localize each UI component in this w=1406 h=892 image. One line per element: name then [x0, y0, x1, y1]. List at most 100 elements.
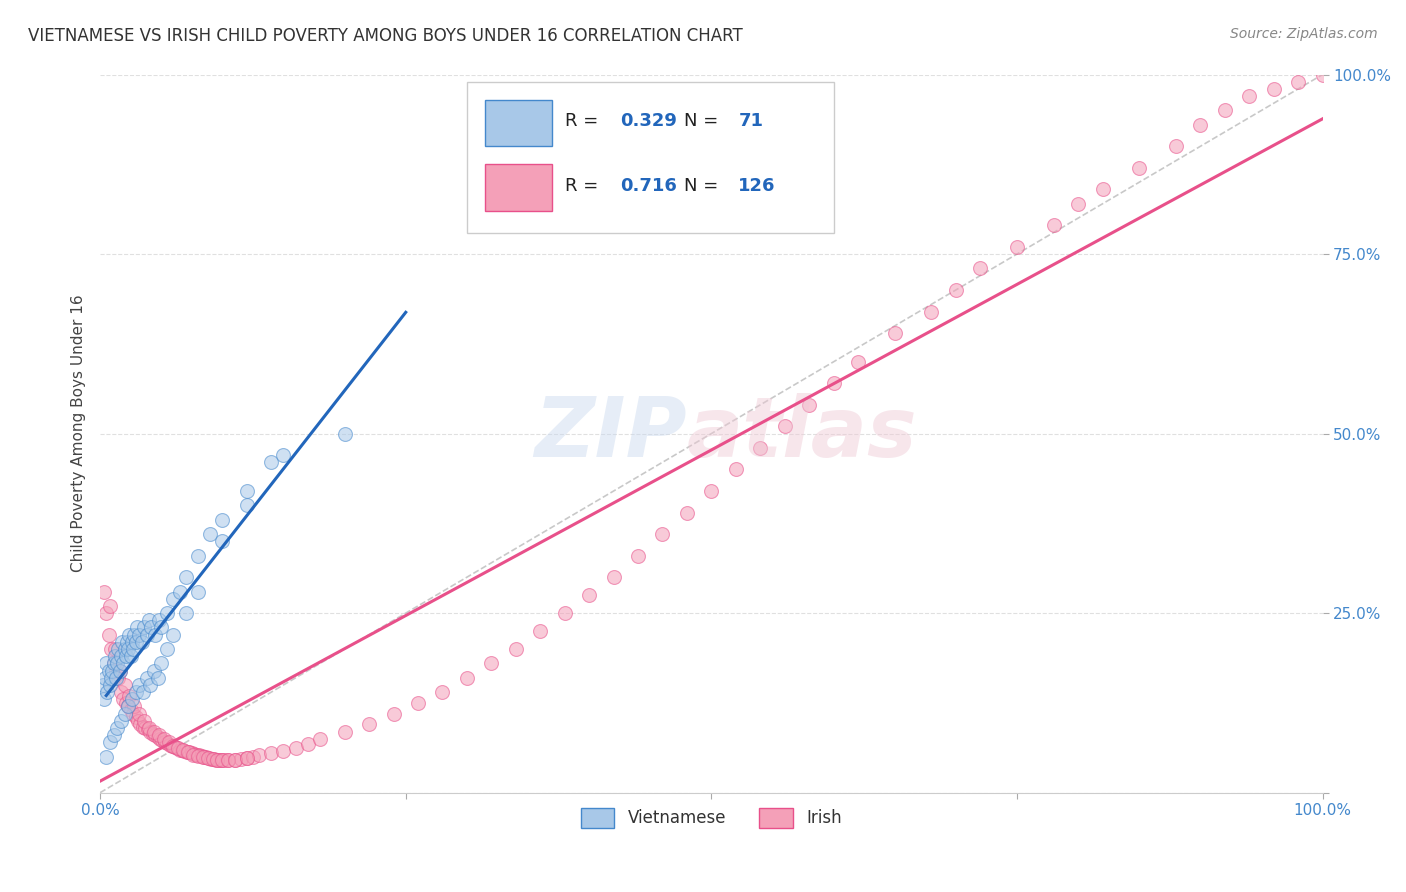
Point — [1213, 103, 1236, 118]
Point — [124, 635, 146, 649]
Point — [195, 750, 218, 764]
Point — [142, 727, 165, 741]
Point — [156, 606, 179, 620]
Point — [749, 441, 772, 455]
Point — [273, 744, 295, 758]
Point — [724, 462, 747, 476]
FancyBboxPatch shape — [485, 100, 553, 146]
Point — [1239, 89, 1261, 103]
Point — [382, 706, 405, 721]
Point — [159, 738, 181, 752]
Point — [578, 588, 600, 602]
Point — [121, 692, 143, 706]
Point — [1312, 68, 1334, 82]
Point — [121, 635, 143, 649]
Point — [162, 628, 184, 642]
Point — [198, 527, 221, 541]
Point — [156, 642, 179, 657]
Point — [124, 685, 146, 699]
Point — [162, 739, 184, 753]
Point — [143, 728, 166, 742]
Text: VIETNAMESE VS IRISH CHILD POVERTY AMONG BOYS UNDER 16 CORRELATION CHART: VIETNAMESE VS IRISH CHILD POVERTY AMONG … — [28, 27, 742, 45]
Point — [114, 696, 136, 710]
Point — [98, 735, 121, 749]
Point — [134, 620, 156, 634]
Point — [157, 735, 180, 749]
Point — [207, 753, 229, 767]
Point — [432, 685, 454, 699]
Point — [197, 751, 219, 765]
Point — [101, 664, 124, 678]
Point — [128, 678, 150, 692]
Point — [236, 499, 259, 513]
Point — [1005, 240, 1028, 254]
Text: 71: 71 — [738, 112, 763, 130]
Text: 0.329: 0.329 — [620, 112, 676, 130]
Point — [166, 741, 188, 756]
Point — [105, 657, 128, 671]
Point — [124, 699, 146, 714]
Point — [135, 628, 157, 642]
Point — [138, 721, 160, 735]
Point — [211, 534, 233, 549]
Point — [91, 678, 114, 692]
Point — [100, 642, 122, 657]
Point — [112, 657, 135, 671]
Text: Source: ZipAtlas.com: Source: ZipAtlas.com — [1230, 27, 1378, 41]
Point — [103, 728, 125, 742]
Point — [150, 620, 173, 634]
Point — [97, 628, 120, 642]
Point — [142, 664, 165, 678]
Point — [167, 741, 190, 756]
Point — [823, 376, 845, 391]
Legend: Vietnamese, Irish: Vietnamese, Irish — [574, 801, 848, 835]
Point — [146, 730, 169, 744]
Point — [107, 642, 129, 657]
Point — [114, 678, 136, 692]
Point — [98, 678, 121, 692]
Point — [148, 728, 170, 742]
Point — [505, 642, 527, 657]
Point — [700, 483, 723, 498]
Point — [201, 752, 224, 766]
Point — [114, 706, 136, 721]
Point — [134, 721, 156, 735]
Point — [479, 657, 502, 671]
Point — [131, 635, 153, 649]
Point — [163, 740, 186, 755]
Point — [187, 584, 209, 599]
Point — [122, 706, 145, 721]
Point — [128, 628, 150, 642]
Point — [104, 649, 127, 664]
FancyBboxPatch shape — [467, 82, 834, 233]
Point — [118, 628, 141, 642]
Point — [1189, 118, 1212, 132]
Point — [212, 753, 235, 767]
Point — [1042, 219, 1064, 233]
Point — [920, 304, 942, 318]
Point — [651, 527, 673, 541]
Point — [110, 649, 132, 664]
Point — [162, 739, 184, 753]
Point — [174, 570, 197, 584]
Point — [146, 671, 169, 685]
Point — [209, 753, 232, 767]
Point — [173, 744, 195, 758]
Point — [188, 748, 211, 763]
Point — [211, 753, 233, 767]
Point — [186, 747, 208, 762]
Point — [105, 671, 128, 685]
Point — [333, 724, 356, 739]
Point — [110, 685, 132, 699]
Point — [108, 664, 131, 678]
Y-axis label: Child Poverty Among Boys Under 16: Child Poverty Among Boys Under 16 — [72, 294, 86, 573]
Point — [149, 731, 172, 746]
Point — [181, 747, 204, 762]
Point — [190, 749, 212, 764]
Point — [150, 657, 173, 671]
Point — [108, 664, 131, 678]
Point — [1091, 182, 1114, 196]
Point — [797, 398, 820, 412]
Point — [96, 749, 118, 764]
Point — [114, 642, 136, 657]
